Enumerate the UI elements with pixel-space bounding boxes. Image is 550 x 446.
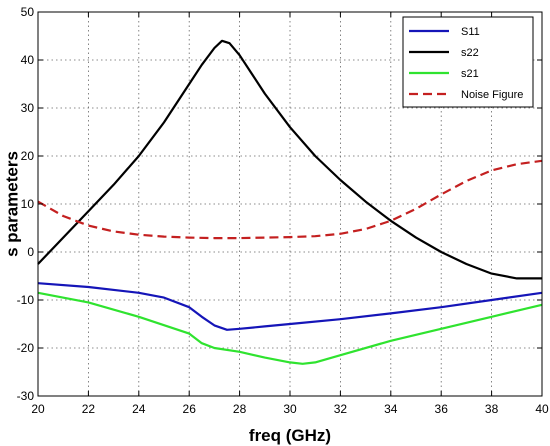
y-tick-label: -30 [17,389,35,403]
series-line-s22 [37,39,542,280]
x-tick-label: 20 [31,402,45,416]
x-tick-label: 40 [535,402,549,416]
x-tick-label: 34 [384,402,398,416]
y-tick-label: 10 [21,197,35,211]
y-tick-label: 30 [21,101,35,115]
x-tick-label: 26 [183,402,197,416]
y-tick-label: -10 [17,293,35,307]
y-axis-label: s parameters [2,151,21,257]
legend-label: s21 [461,68,479,80]
y-tick-label: 0 [27,245,34,259]
y-tick-label: -20 [17,341,35,355]
x-tick-label: 24 [132,402,146,416]
series-line-noise-figure [37,159,543,240]
series-line-s21 [37,291,543,365]
y-tick-label: 20 [21,149,35,163]
ticks: 20 22 24 26 28 30 32 34 36 38 40 -30 -20 -10 0 10 20 30 40… [17,5,549,416]
x-tick-label: 36 [435,402,449,416]
legend-label: S11 [461,26,480,38]
x-tick-label: 28 [233,402,247,416]
legend-label: s22 [461,47,479,59]
series-line-s11 [37,282,543,331]
x-tick-label: 32 [334,402,348,416]
x-tick-label: 30 [283,402,297,416]
y-tick-label: 40 [21,53,35,67]
x-tick-label: 22 [82,402,96,416]
series-layer [37,39,543,365]
x-axis-label: freq (GHz) [249,426,331,445]
legend-label: Noise Figure [461,89,523,101]
x-tick-label: 38 [485,402,499,416]
legend: S11 s22 s21 Noise Figure [402,16,534,108]
y-tick-label: 50 [21,5,35,19]
